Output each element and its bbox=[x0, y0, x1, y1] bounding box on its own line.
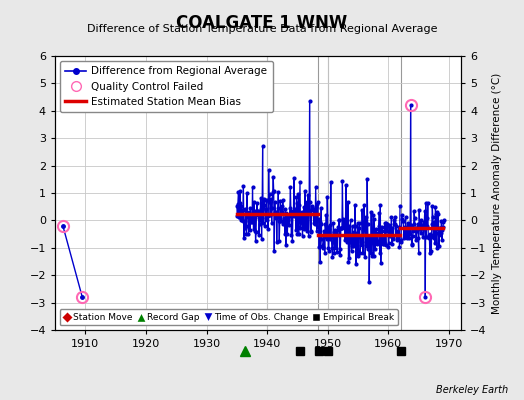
Text: COALGATE 1 WNW: COALGATE 1 WNW bbox=[177, 14, 347, 32]
Y-axis label: Monthly Temperature Anomaly Difference (°C): Monthly Temperature Anomaly Difference (… bbox=[492, 72, 502, 314]
Text: Difference of Station Temperature Data from Regional Average: Difference of Station Temperature Data f… bbox=[87, 24, 437, 34]
Legend: Station Move, Record Gap, Time of Obs. Change, Empirical Break: Station Move, Record Gap, Time of Obs. C… bbox=[60, 309, 398, 326]
Text: Berkeley Earth: Berkeley Earth bbox=[436, 385, 508, 395]
